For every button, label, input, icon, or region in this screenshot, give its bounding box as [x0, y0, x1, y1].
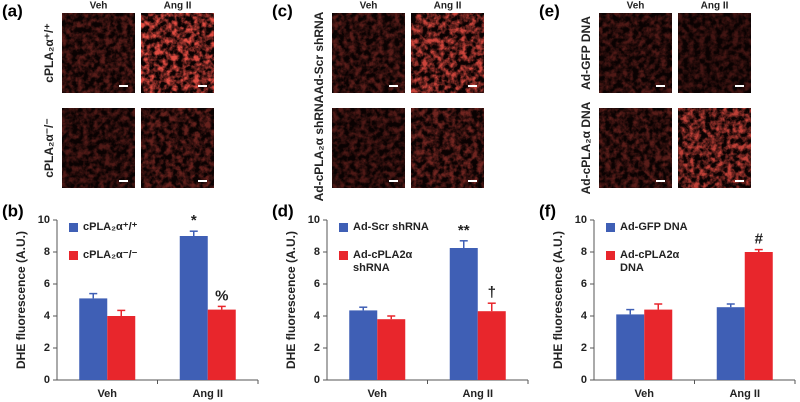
row-label: cPLA₂α⁺/⁺: [42, 23, 56, 82]
column-label: Veh: [360, 1, 378, 12]
legend-label: Ad-GFP DNA: [620, 221, 688, 233]
bar: [644, 309, 673, 380]
y-tick-label: 8: [44, 246, 50, 258]
legend-entry: Ad-GFP DNA: [620, 221, 688, 233]
legend-entry: cPLA₂α⁻/⁻: [83, 249, 138, 261]
x-tick-label: Veh: [367, 388, 387, 400]
y-tick-label: 6: [581, 278, 587, 290]
micrograph-stain: [141, 13, 214, 93]
micrograph-stain: [62, 108, 135, 188]
legend-swatch: [606, 223, 615, 232]
legend-label: Ad-cPLA2α DNA: [620, 249, 680, 274]
bar: [107, 316, 136, 380]
y-tick-label: 0: [314, 374, 320, 386]
bar: [477, 311, 506, 380]
y-tick-label: 10: [38, 214, 50, 226]
annotation: *: [191, 212, 197, 229]
micrograph-stain: [141, 108, 214, 188]
y-tick-label: 10: [575, 214, 587, 226]
row-label: cPLA₂α⁻/⁻: [42, 118, 56, 177]
legend-swatch: [606, 251, 615, 260]
legend-label: cPLA₂α⁻/⁻: [83, 249, 138, 261]
bar: [179, 236, 208, 380]
legend-swatch: [339, 223, 348, 232]
micrograph-stain: [599, 108, 672, 188]
legend-entry: Ad-cPLA2α DNA: [620, 249, 680, 274]
legend-swatch: [69, 223, 78, 232]
annotation: †: [488, 284, 496, 301]
annotation: %: [215, 287, 228, 304]
y-axis-label: DHE fluorescence (A.U.): [284, 231, 298, 369]
y-tick-label: 10: [308, 214, 320, 226]
y-tick-label: 2: [314, 342, 320, 354]
y-tick-label: 6: [314, 278, 320, 290]
row-label: Ad-GFP DNA: [579, 16, 593, 90]
legend-swatch: [69, 251, 78, 260]
legend-label: Ad-cPLA2α shRNA: [353, 249, 413, 274]
bar: [616, 314, 645, 380]
y-tick-label: 4: [581, 310, 588, 322]
column-label: Veh: [627, 1, 645, 12]
y-tick-label: 8: [314, 246, 320, 258]
legend-entry: Ad-Scr shRNA: [353, 221, 429, 233]
x-tick-label: Ang II: [729, 388, 760, 400]
bar: [207, 309, 236, 380]
micrograph-stain: [411, 13, 484, 93]
y-tick-label: 0: [581, 374, 587, 386]
y-tick-label: 2: [44, 342, 50, 354]
column-label: Ang II: [434, 1, 462, 12]
y-tick-label: 0: [44, 374, 50, 386]
bar: [79, 298, 108, 380]
row-label: Ad-cPLA₂α shRNA: [312, 94, 326, 201]
row-label: Ad-cPLA₂α DNA: [579, 101, 593, 194]
panel-label: (c): [272, 1, 293, 20]
panel-label: (f): [539, 201, 556, 220]
micrograph-stain: [411, 108, 484, 188]
y-tick-label: 6: [44, 278, 50, 290]
y-tick-label: 4: [314, 310, 321, 322]
micrograph-stain: [332, 108, 405, 188]
y-tick-label: 8: [581, 246, 587, 258]
x-tick-label: Veh: [634, 388, 654, 400]
x-tick-label: Ang II: [192, 388, 223, 400]
panel-label: (a): [2, 1, 23, 20]
legend-swatch: [339, 251, 348, 260]
bar: [349, 310, 378, 380]
x-tick-label: Ang II: [462, 388, 493, 400]
legend-entry: cPLA₂α⁺/⁺: [83, 221, 138, 233]
panel-label: (e): [539, 1, 560, 20]
bar: [744, 252, 773, 380]
micrograph-stain: [62, 13, 135, 93]
micrograph-stain: [599, 13, 672, 93]
column-label: Veh: [90, 1, 108, 12]
bar: [377, 319, 406, 380]
micrograph-stain: [678, 108, 751, 188]
legend-entry: Ad-cPLA2α shRNA: [353, 249, 413, 274]
annotation: **: [458, 222, 470, 239]
y-tick-label: 2: [581, 342, 587, 354]
panel-label: (d): [272, 201, 294, 220]
annotation: #: [755, 231, 764, 248]
panel-label: (b): [2, 201, 24, 220]
micrograph-stain: [678, 13, 751, 93]
y-axis-label: DHE fluorescence (A.U.): [14, 231, 28, 369]
bar: [716, 307, 745, 380]
micrograph-stain: [332, 13, 405, 93]
legend-label: cPLA₂α⁺/⁺: [83, 221, 138, 233]
column-label: Ang II: [164, 1, 192, 12]
row-label: Ad-Scr shRNA: [312, 11, 326, 94]
legend-label: Ad-Scr shRNA: [353, 221, 429, 233]
y-axis-label: DHE fluorescence (A.U.): [551, 231, 565, 369]
column-label: Ang II: [701, 1, 729, 12]
y-tick-label: 4: [44, 310, 51, 322]
bar: [449, 248, 478, 380]
x-tick-label: Veh: [97, 388, 117, 400]
